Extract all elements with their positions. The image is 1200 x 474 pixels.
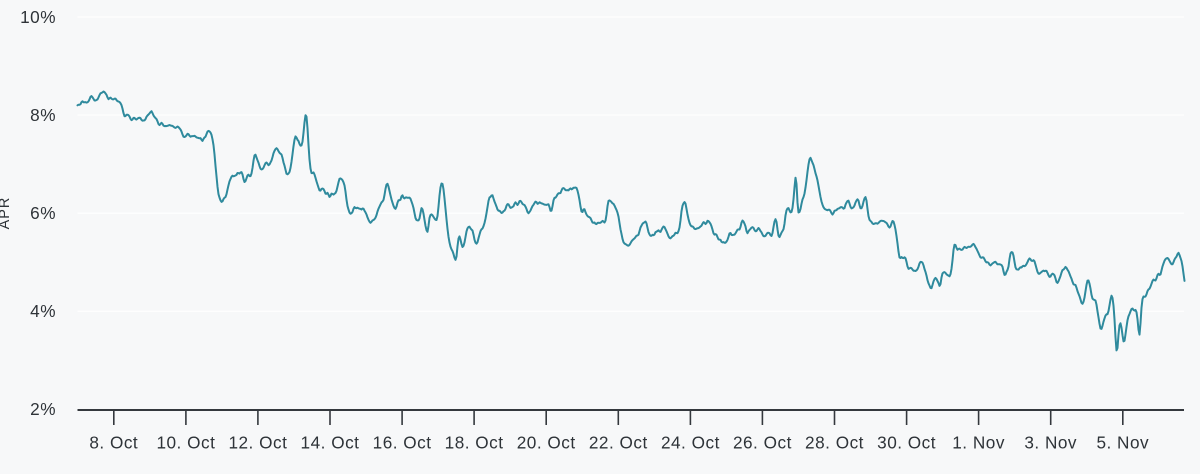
svg-text:22. Oct: 22. Oct: [589, 432, 648, 452]
svg-text:8. Oct: 8. Oct: [89, 432, 138, 452]
svg-text:8%: 8%: [30, 105, 56, 125]
svg-text:6%: 6%: [30, 203, 56, 223]
svg-text:3. Nov: 3. Nov: [1024, 432, 1077, 452]
svg-text:4%: 4%: [30, 301, 56, 321]
svg-text:18. Oct: 18. Oct: [445, 432, 504, 452]
svg-text:24. Oct: 24. Oct: [661, 432, 720, 452]
svg-text:26. Oct: 26. Oct: [733, 432, 792, 452]
svg-text:10. Oct: 10. Oct: [156, 432, 215, 452]
svg-text:20. Oct: 20. Oct: [517, 432, 576, 452]
svg-text:28. Oct: 28. Oct: [805, 432, 864, 452]
svg-text:2%: 2%: [30, 399, 56, 419]
svg-text:5. Nov: 5. Nov: [1096, 432, 1149, 452]
svg-text:14. Oct: 14. Oct: [301, 432, 360, 452]
svg-text:30. Oct: 30. Oct: [877, 432, 936, 452]
svg-text:12. Oct: 12. Oct: [228, 432, 287, 452]
svg-text:10%: 10%: [20, 7, 56, 27]
svg-text:16. Oct: 16. Oct: [373, 432, 432, 452]
svg-text:1. Nov: 1. Nov: [952, 432, 1005, 452]
svg-text:APR: APR: [0, 197, 13, 230]
